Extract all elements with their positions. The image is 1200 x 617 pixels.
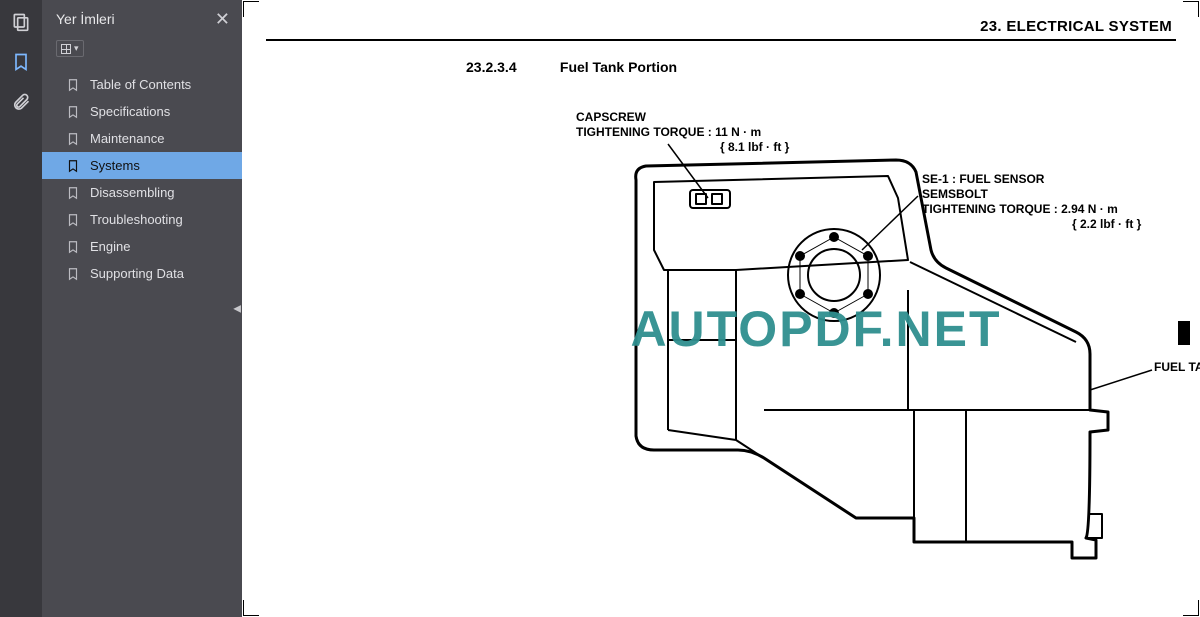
bookmark-label: Troubleshooting — [90, 212, 183, 227]
callout-tank: FUEL TANK — [1154, 360, 1200, 375]
panel-toolbar: ▾ — [42, 36, 242, 65]
page-header: 23. ELECTRICAL SYSTEM — [266, 18, 1176, 35]
bookmark-item[interactable]: Troubleshooting — [42, 206, 242, 233]
bookmark-item[interactable]: Supporting Data — [42, 260, 242, 287]
bookmark-label: Engine — [90, 239, 130, 254]
callout-capscrew: CAPSCREW TIGHTENING TORQUE : 11 N · m { … — [576, 110, 789, 155]
panel-header: Yer İmleri ✕ — [42, 0, 242, 36]
section-heading: 23.2.3.4 Fuel Tank Portion — [266, 59, 1176, 75]
bookmarks-panel: Yer İmleri ✕ ▾ Table of Contents Specific… — [42, 0, 242, 617]
view-options-button[interactable]: ▾ — [56, 40, 84, 57]
figure: AUTOPDF.NET CAPSCREW TIGHTENING TORQUE :… — [436, 110, 1196, 570]
callout-line: TIGHTENING TORQUE : 11 N · m — [576, 125, 789, 140]
section-title: Fuel Tank Portion — [560, 59, 677, 75]
callout-line: TIGHTENING TORQUE : 2.94 N · m — [922, 202, 1141, 217]
page-content: 23. ELECTRICAL SYSTEM 23.2.3.4 Fuel Tank… — [266, 0, 1192, 617]
callout-line: CAPSCREW — [576, 110, 789, 125]
bookmark-outline-icon — [66, 132, 80, 146]
bookmark-outline-icon — [66, 159, 80, 173]
bookmark-icon[interactable] — [11, 52, 31, 72]
close-icon[interactable]: ✕ — [215, 10, 230, 28]
chevron-down-icon: ▾ — [74, 43, 79, 54]
callout-line: { 2.2 lbf · ft } — [922, 217, 1141, 232]
bookmark-item[interactable]: Engine — [42, 233, 242, 260]
bookmark-item[interactable]: Systems — [42, 152, 242, 179]
bookmark-label: Maintenance — [90, 131, 164, 146]
callout-line: { 8.1 lbf · ft } — [576, 140, 789, 155]
grid-icon — [61, 44, 71, 54]
bookmark-outline-icon — [66, 186, 80, 200]
bookmark-label: Table of Contents — [90, 77, 191, 92]
crop-corner — [243, 1, 259, 17]
attachment-icon[interactable] — [11, 92, 31, 112]
callout-line: SE-1 : FUEL SENSOR — [922, 172, 1141, 187]
bookmark-item[interactable]: Table of Contents — [42, 71, 242, 98]
panel-title: Yer İmleri — [56, 11, 115, 27]
bookmark-item[interactable]: Disassembling — [42, 179, 242, 206]
document-viewport[interactable]: 23. ELECTRICAL SYSTEM 23.2.3.4 Fuel Tank… — [242, 0, 1200, 617]
bookmark-label: Specifications — [90, 104, 170, 119]
crop-corner — [243, 600, 259, 616]
bookmark-item[interactable]: Maintenance — [42, 125, 242, 152]
section-number: 23.2.3.4 — [466, 59, 556, 75]
bookmark-label: Systems — [90, 158, 140, 173]
bookmark-outline-icon — [66, 213, 80, 227]
callout-line: SEMSBOLT — [922, 187, 1141, 202]
bookmark-label: Supporting Data — [90, 266, 184, 281]
header-rule — [266, 39, 1176, 41]
tool-rail — [0, 0, 42, 617]
page-edge-tab — [1178, 321, 1190, 345]
bookmark-item[interactable]: Specifications — [42, 98, 242, 125]
bookmark-label: Disassembling — [90, 185, 175, 200]
bookmark-outline-icon — [66, 267, 80, 281]
callout-sensor: SE-1 : FUEL SENSOR SEMSBOLT TIGHTENING T… — [922, 172, 1141, 232]
app-root: Yer İmleri ✕ ▾ Table of Contents Specific… — [0, 0, 1200, 617]
bookmark-list: Table of Contents Specifications Maintenan… — [42, 65, 242, 293]
bookmark-outline-icon — [66, 105, 80, 119]
bookmark-outline-icon — [66, 240, 80, 254]
callout-line: FUEL TANK — [1154, 360, 1200, 375]
thumbnails-icon[interactable] — [11, 12, 31, 32]
bookmark-outline-icon — [66, 78, 80, 92]
